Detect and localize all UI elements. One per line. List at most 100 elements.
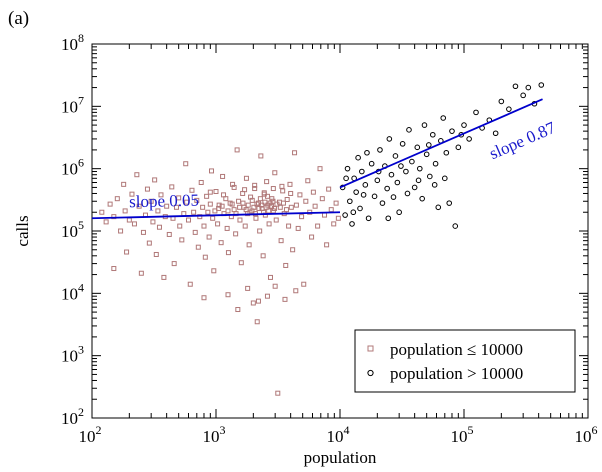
square-point <box>213 189 219 195</box>
circle-point <box>492 130 499 137</box>
x-tick-label: 103 <box>203 423 226 446</box>
square-point <box>264 293 270 299</box>
circle-point <box>432 160 439 167</box>
legend: population ≤ 10000 population > 10000 <box>354 329 576 393</box>
square-point <box>315 223 321 229</box>
square-point <box>215 221 221 227</box>
circle-point <box>440 115 447 121</box>
square-point <box>195 244 201 250</box>
square-point <box>107 201 113 207</box>
square-point <box>272 283 278 289</box>
square-point <box>333 200 339 206</box>
square-point <box>290 247 296 253</box>
square-point <box>153 251 159 257</box>
circle-point <box>344 165 351 172</box>
x-axis-label: population <box>304 448 377 467</box>
circle-point <box>506 106 512 112</box>
square-point <box>179 237 185 243</box>
square-point <box>161 274 167 280</box>
square-point <box>111 266 117 272</box>
y-axis-label: calls <box>13 215 32 246</box>
circle-point <box>371 193 378 200</box>
square-point <box>287 181 293 187</box>
square-point <box>231 207 237 213</box>
square-point <box>229 201 235 207</box>
square-point <box>297 192 303 198</box>
circle-point <box>392 153 399 159</box>
square-point <box>270 186 276 192</box>
square-point <box>138 270 144 276</box>
square-point <box>144 186 150 192</box>
square-point <box>257 228 263 234</box>
circle-point <box>520 92 526 99</box>
circle-point <box>449 128 455 134</box>
square-point <box>299 214 305 220</box>
square-point <box>155 208 161 214</box>
circle-point <box>423 151 430 158</box>
circle-point <box>512 83 519 90</box>
circle-point <box>343 175 349 182</box>
square-point <box>194 197 200 203</box>
square-point <box>191 209 197 215</box>
square-point <box>234 147 240 153</box>
square-point <box>207 201 213 207</box>
square-point <box>237 217 243 223</box>
circle-point <box>364 149 370 156</box>
fit-label: slope 0.05 <box>129 191 199 212</box>
square-point <box>198 179 204 185</box>
square-point <box>279 183 285 189</box>
square-point <box>219 203 225 209</box>
square-point <box>177 223 183 229</box>
circle-point <box>384 185 390 192</box>
square-point <box>282 296 288 302</box>
square-point <box>245 285 251 291</box>
fit-line <box>339 98 543 189</box>
square-point <box>187 281 193 287</box>
square-point <box>237 204 243 210</box>
y-tick-label: 107 <box>61 93 84 116</box>
square-point <box>183 161 189 167</box>
circle-point <box>466 136 472 142</box>
square-point <box>216 202 222 208</box>
y-tick-label: 106 <box>61 156 84 179</box>
square-point <box>254 319 260 325</box>
square-point <box>255 298 261 304</box>
circle-point <box>473 109 479 116</box>
square-point <box>286 223 292 229</box>
circle-point <box>538 82 545 88</box>
square-point <box>126 217 132 223</box>
square-point <box>231 184 237 190</box>
square-point <box>201 295 207 301</box>
square-point <box>176 195 182 201</box>
square-point <box>317 166 323 172</box>
square-point <box>136 203 142 209</box>
circle-point <box>396 209 402 216</box>
circle-point <box>419 195 425 202</box>
square-point <box>131 221 137 227</box>
circle-point <box>425 142 432 148</box>
square-point <box>267 274 273 280</box>
square-point <box>209 168 215 174</box>
square-point <box>207 189 213 195</box>
square-point <box>245 202 251 208</box>
square-point <box>152 177 158 183</box>
square-point <box>266 221 272 227</box>
square-point <box>252 182 258 188</box>
square-point <box>256 205 262 211</box>
square-point <box>331 221 337 227</box>
square-point <box>322 212 328 218</box>
square-point <box>210 215 216 221</box>
square-point <box>240 200 246 206</box>
square-point <box>114 196 120 202</box>
circle-point <box>379 200 386 206</box>
square-point <box>284 197 290 203</box>
square-point <box>205 209 211 215</box>
square-point <box>171 261 177 267</box>
square-point <box>310 189 316 195</box>
circle-point <box>386 136 393 142</box>
square-point <box>201 223 207 229</box>
fit-line <box>91 211 341 220</box>
square-point <box>270 198 276 204</box>
circle-point <box>385 215 392 222</box>
